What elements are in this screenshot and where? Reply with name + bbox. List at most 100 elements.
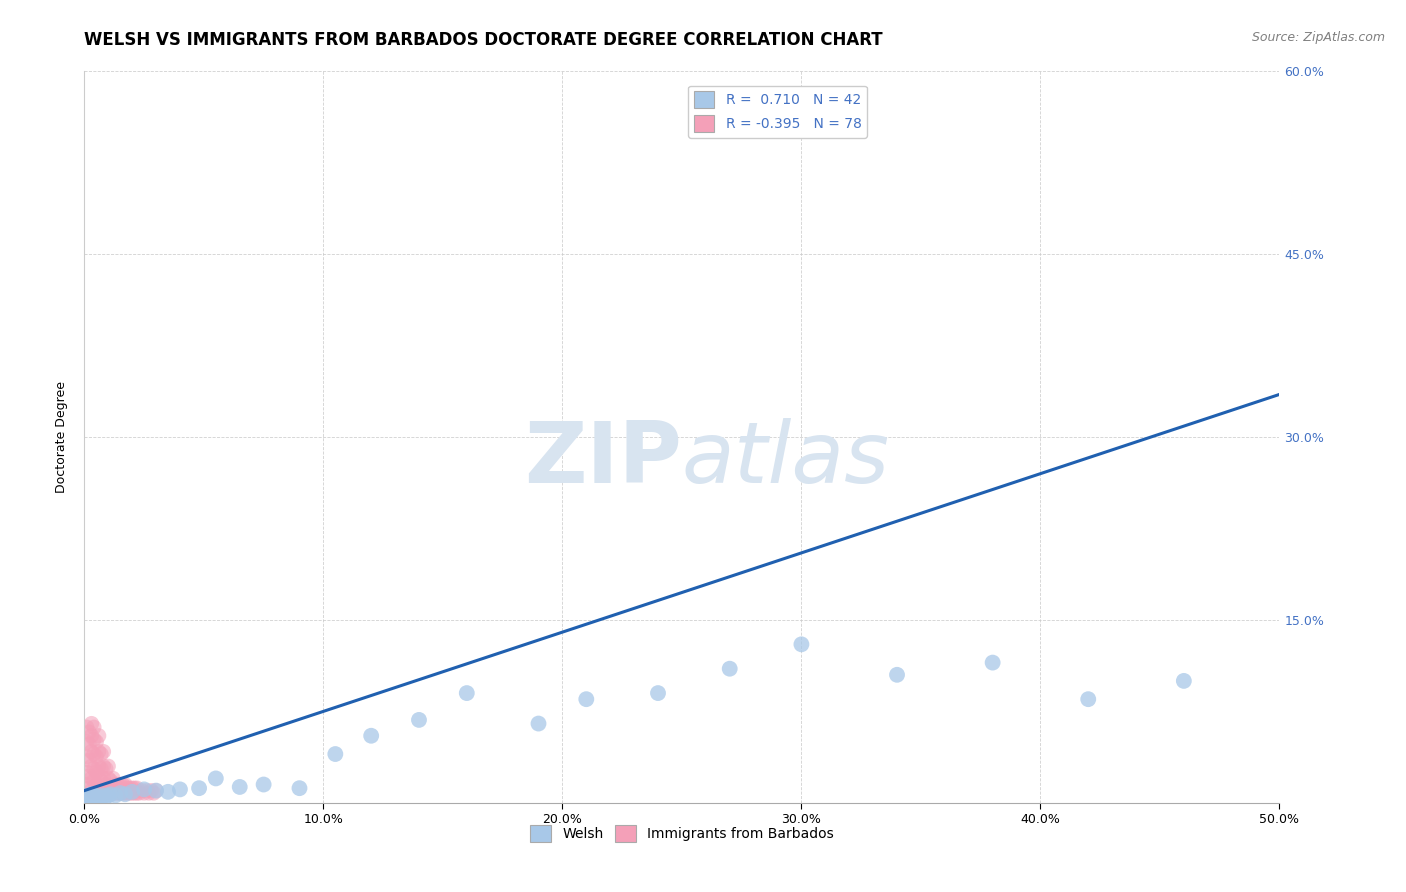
Point xyxy=(93,772,115,786)
Point xyxy=(83,786,105,800)
Point xyxy=(80,791,103,805)
Point xyxy=(93,789,115,803)
Point xyxy=(132,782,156,797)
Point xyxy=(575,692,598,706)
Point xyxy=(288,781,311,796)
Point xyxy=(77,725,100,739)
Point xyxy=(101,783,124,797)
Point xyxy=(104,786,127,800)
Point xyxy=(76,749,98,764)
Point xyxy=(90,791,112,805)
Point xyxy=(77,781,100,796)
Point xyxy=(83,762,105,776)
Point xyxy=(1077,692,1099,706)
Point xyxy=(87,759,110,773)
Point xyxy=(100,786,122,800)
Point xyxy=(118,786,141,800)
Point xyxy=(107,786,129,800)
Point xyxy=(80,772,103,786)
Point xyxy=(110,786,132,800)
Point xyxy=(83,720,105,734)
Point xyxy=(83,789,105,804)
Point xyxy=(87,745,110,759)
Point xyxy=(408,713,430,727)
Point xyxy=(128,786,150,800)
Point xyxy=(647,686,669,700)
Point xyxy=(97,789,120,803)
Text: atlas: atlas xyxy=(682,417,890,500)
Point xyxy=(93,745,115,759)
Point xyxy=(132,786,156,800)
Point xyxy=(76,792,98,806)
Point xyxy=(97,783,120,797)
Point xyxy=(90,762,112,776)
Point xyxy=(117,781,139,796)
Point xyxy=(77,737,100,751)
Y-axis label: Doctorate Degree: Doctorate Degree xyxy=(55,381,69,493)
Point xyxy=(86,778,108,792)
Text: WELSH VS IMMIGRANTS FROM BARBADOS DOCTORATE DEGREE CORRELATION CHART: WELSH VS IMMIGRANTS FROM BARBADOS DOCTOR… xyxy=(84,31,883,49)
Point xyxy=(87,789,110,804)
Point xyxy=(83,732,105,747)
Point xyxy=(76,735,98,749)
Point xyxy=(527,716,550,731)
Point xyxy=(77,753,100,767)
Point xyxy=(135,783,157,797)
Point xyxy=(80,783,103,797)
Point xyxy=(80,787,103,801)
Point xyxy=(121,785,143,799)
Point xyxy=(97,772,120,786)
Point xyxy=(110,786,132,800)
Point xyxy=(83,792,105,806)
Point xyxy=(80,729,103,743)
Point xyxy=(229,780,252,794)
Point xyxy=(90,786,112,800)
Point xyxy=(107,778,129,792)
Point xyxy=(86,789,108,803)
Point xyxy=(80,759,103,773)
Point xyxy=(87,729,110,743)
Point xyxy=(93,783,115,797)
Point xyxy=(145,783,167,797)
Point xyxy=(157,785,180,799)
Point xyxy=(86,786,108,800)
Point xyxy=(86,765,108,780)
Point xyxy=(121,781,143,796)
Point xyxy=(253,778,276,792)
Point xyxy=(94,786,117,800)
Point xyxy=(100,773,122,788)
Point xyxy=(360,729,382,743)
Point xyxy=(118,781,141,796)
Point xyxy=(125,786,148,800)
Point xyxy=(77,789,100,803)
Point xyxy=(77,769,100,783)
Legend: Welsh, Immigrants from Barbados: Welsh, Immigrants from Barbados xyxy=(524,819,839,847)
Point xyxy=(114,787,136,801)
Point xyxy=(790,637,813,651)
Point xyxy=(981,656,1004,670)
Point xyxy=(94,762,117,776)
Point xyxy=(325,747,347,761)
Point xyxy=(80,716,103,731)
Point xyxy=(110,778,132,792)
Point xyxy=(94,778,117,792)
Point xyxy=(111,778,134,792)
Point xyxy=(87,783,110,797)
Point xyxy=(86,749,108,764)
Point xyxy=(188,781,211,796)
Point xyxy=(90,747,112,761)
Point xyxy=(100,787,122,801)
Point xyxy=(141,783,163,797)
Point xyxy=(456,686,478,700)
Point xyxy=(86,735,108,749)
Point xyxy=(87,772,110,786)
Point xyxy=(83,773,105,788)
Point xyxy=(104,778,127,792)
Point xyxy=(83,747,105,761)
Point xyxy=(142,786,165,800)
Point xyxy=(97,759,120,773)
Point xyxy=(131,783,153,797)
Point xyxy=(80,745,103,759)
Point xyxy=(101,772,124,786)
Point xyxy=(77,793,100,807)
